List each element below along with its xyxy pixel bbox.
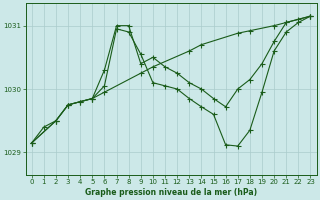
X-axis label: Graphe pression niveau de la mer (hPa): Graphe pression niveau de la mer (hPa) <box>85 188 257 197</box>
